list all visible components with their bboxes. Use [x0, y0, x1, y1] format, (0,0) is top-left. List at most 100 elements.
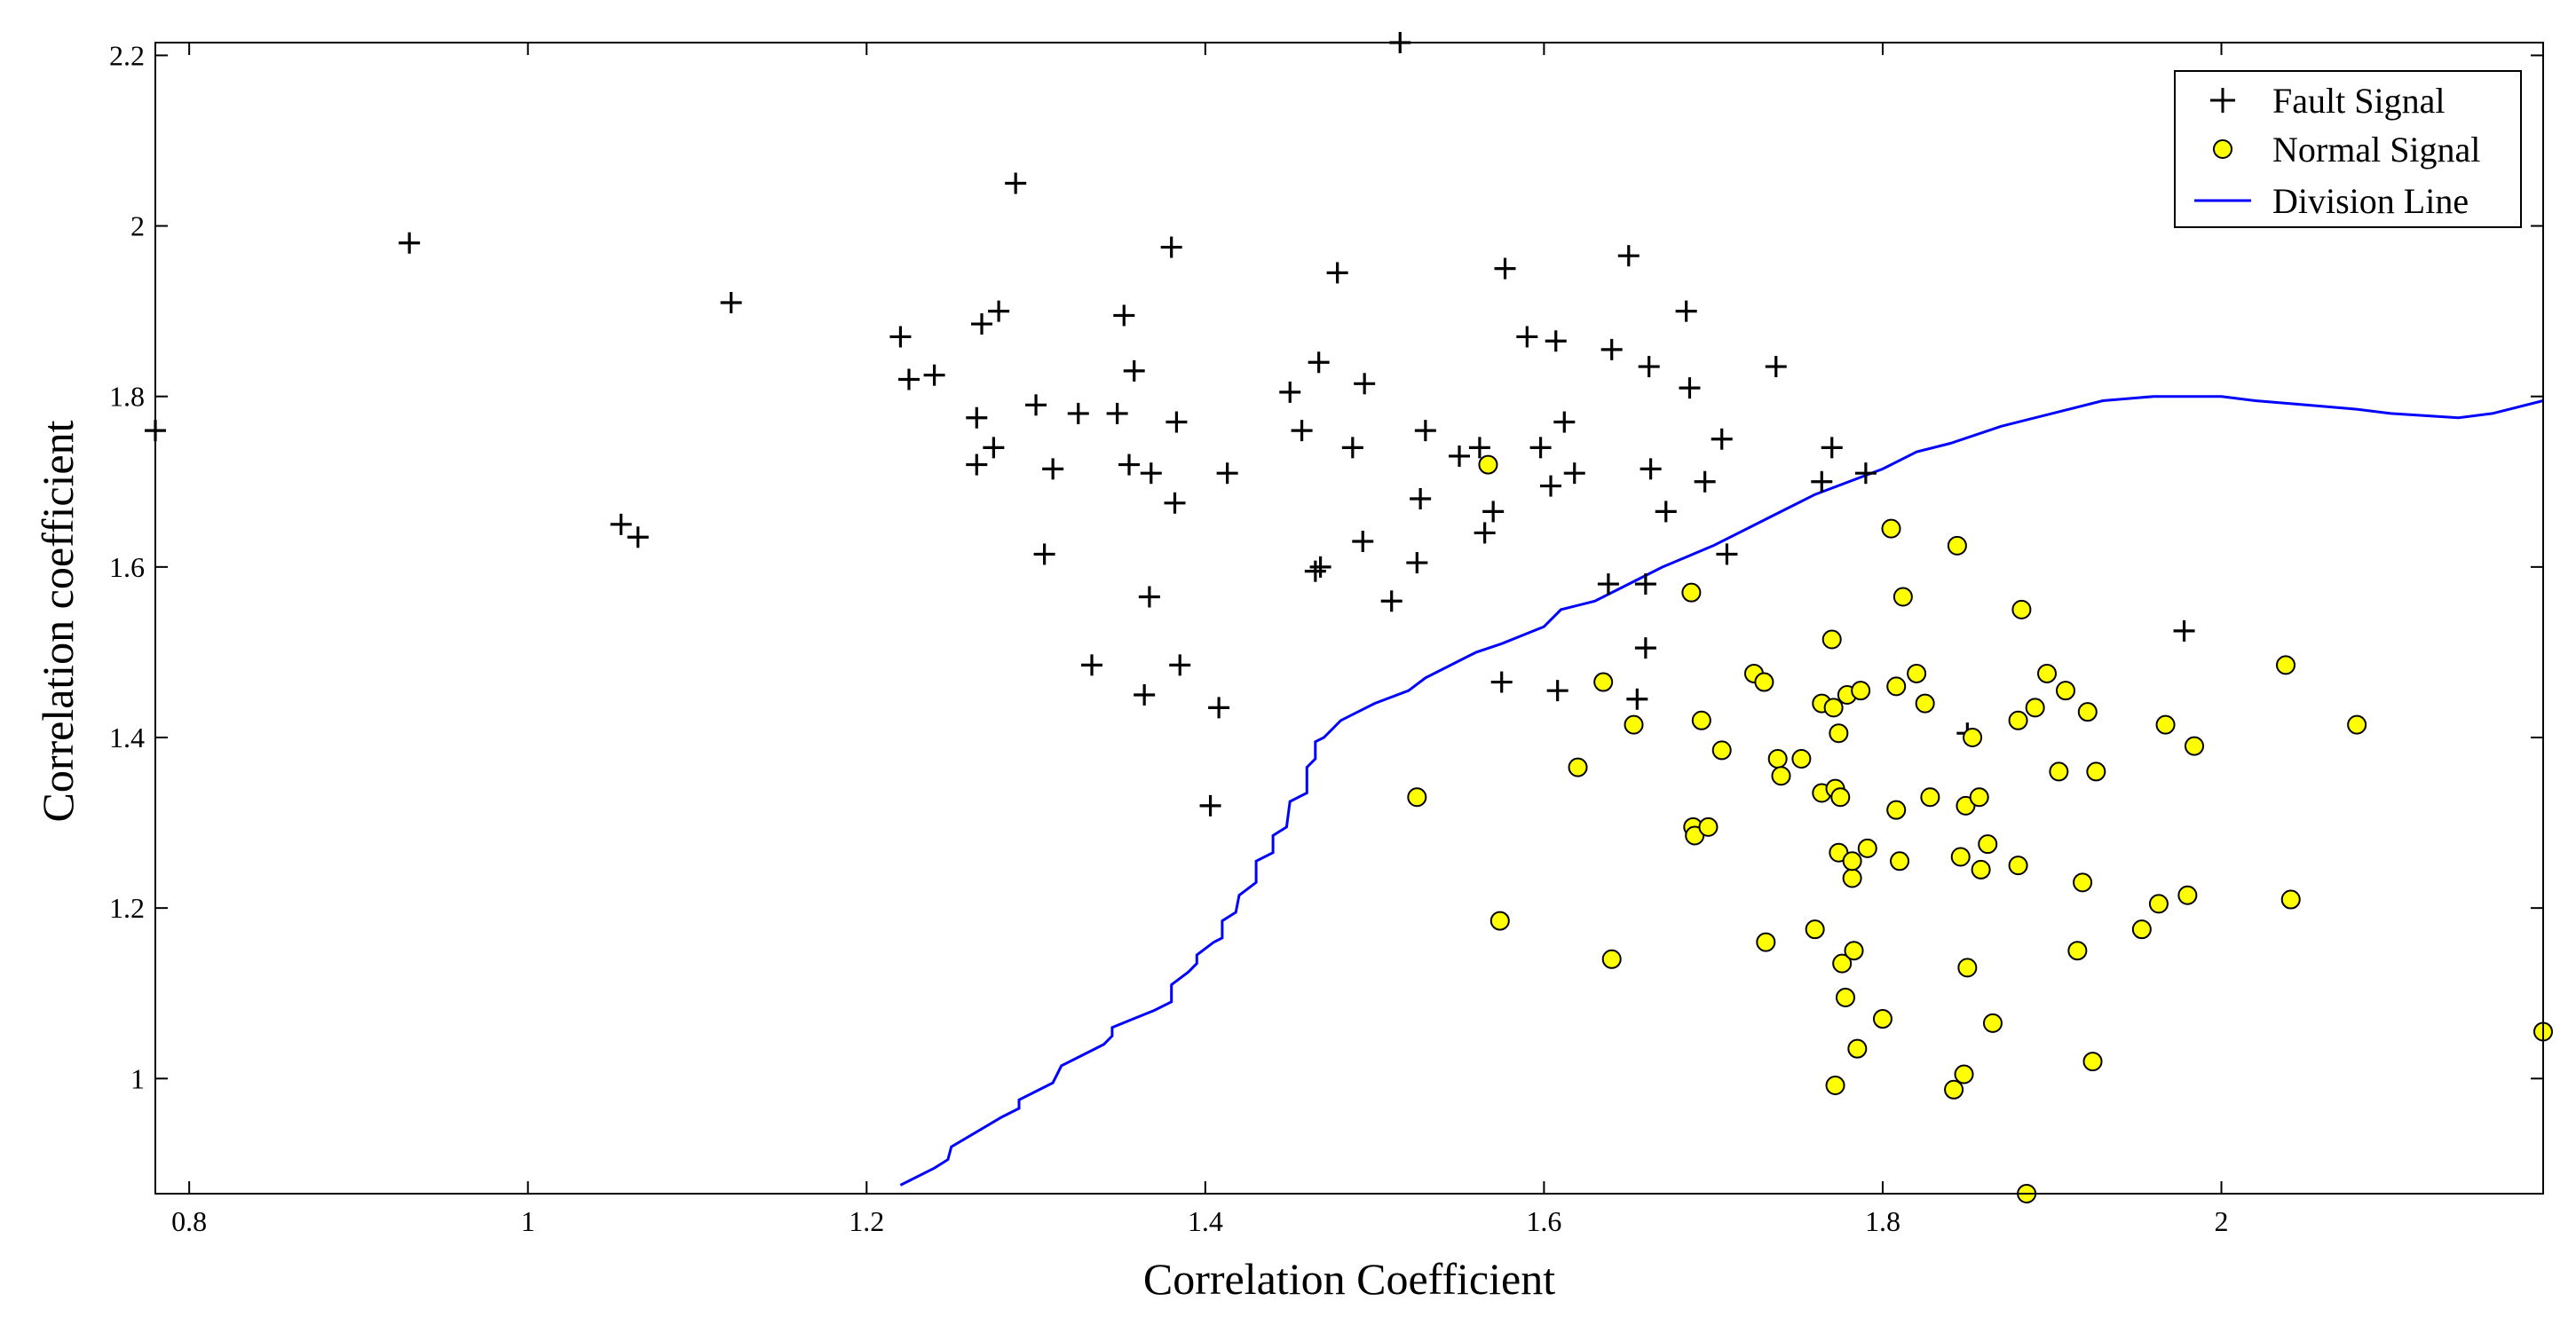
- normal-point: [2184, 736, 2204, 756]
- normal-point: [1568, 757, 1588, 777]
- fault-point: [1118, 454, 1140, 476]
- fault-point: [1600, 338, 1623, 360]
- y-axis-title: Correlation coefficient: [33, 420, 83, 822]
- normal-point: [1842, 851, 1862, 872]
- fault-point: [1326, 262, 1348, 284]
- x-axis-title: Correlation Coefficient: [1143, 1254, 1555, 1304]
- normal-point: [2155, 714, 2176, 735]
- fault-point: [1545, 330, 1567, 352]
- normal-point: [2177, 885, 2198, 905]
- normal-point: [1907, 663, 1927, 683]
- normal-point: [2077, 702, 2098, 722]
- normal-point: [1920, 787, 1940, 808]
- normal-point: [1489, 911, 1510, 931]
- normal-point: [1821, 629, 1842, 650]
- fault-point: [1617, 245, 1640, 267]
- fault-point: [988, 300, 1010, 322]
- fault-point: [1113, 304, 1135, 327]
- fault-point: [1634, 637, 1656, 659]
- axis-ticks: 0.8 1 1.2 1.4 1.6 1.8 2 1 1.2 1.4 1.6 1.8 2 2.2: [109, 39, 2543, 1237]
- normal-point: [1971, 859, 1991, 879]
- fault-point: [1199, 794, 1221, 816]
- fault-point: [1025, 394, 1047, 416]
- fault-point: [1516, 326, 1538, 348]
- legend-normal-marker: [2213, 139, 2232, 159]
- fault-point: [1490, 671, 1513, 693]
- fault-point: [1474, 522, 1496, 544]
- normal-point: [1890, 851, 1910, 872]
- series-layer: [145, 32, 2553, 1203]
- normal-point: [1825, 1075, 1845, 1095]
- normal-point: [1842, 868, 1862, 888]
- normal-point: [1835, 988, 1855, 1008]
- fault-point: [1494, 257, 1516, 280]
- normal-point: [1982, 1013, 2003, 1033]
- normal-point: [1698, 816, 1719, 837]
- normal-point: [2011, 599, 2032, 619]
- normal-point: [2276, 655, 2296, 675]
- fault-point: [1081, 654, 1103, 676]
- normal-point: [1872, 1009, 1892, 1029]
- normal-point: [2056, 681, 2075, 701]
- fault-point: [1352, 531, 1374, 553]
- fault-point: [1626, 688, 1648, 710]
- fault-point: [923, 364, 945, 386]
- fault-point: [1140, 462, 1162, 485]
- y-tick-label: 1.2: [109, 892, 145, 924]
- normal-point: [1947, 535, 1967, 556]
- fault-point: [1563, 462, 1585, 485]
- legend-label-normal: Normal Signal: [2272, 130, 2480, 170]
- y-tick-label: 1.6: [109, 551, 145, 583]
- x-tick-label: 1.6: [1526, 1205, 1561, 1237]
- normal-point: [1832, 953, 1853, 974]
- normal-point: [1957, 958, 1978, 978]
- fault-point: [1291, 420, 1313, 442]
- normal-point: [1886, 676, 1907, 697]
- fault-point: [1546, 680, 1569, 702]
- legend-label-fault: Fault Signal: [2272, 81, 2445, 121]
- legend-label-division: Division Line: [2272, 181, 2469, 221]
- fault-point: [1138, 586, 1160, 608]
- normal-point: [1978, 834, 1998, 855]
- fault-point: [399, 232, 421, 254]
- normal-point: [1711, 740, 1732, 761]
- fault-point: [1634, 573, 1656, 596]
- plot-frame: [154, 42, 2544, 1195]
- x-tick-label: 1.8: [1865, 1205, 1900, 1237]
- normal-point: [1892, 587, 1913, 607]
- normal-point: [1601, 949, 1622, 969]
- fault-point: [2173, 619, 2195, 642]
- normal-point: [1771, 766, 1791, 786]
- normal-point: [1754, 672, 1774, 692]
- normal-point: [1950, 847, 1971, 867]
- normal-point: [1830, 787, 1851, 808]
- normal-point: [2280, 889, 2301, 910]
- fault-point: [1716, 543, 1738, 565]
- fault-point: [1821, 437, 1843, 459]
- normal-point: [2347, 714, 2367, 735]
- normal-point: [1791, 749, 1812, 769]
- normal-point: [1963, 728, 1983, 748]
- fault-point: [889, 326, 912, 348]
- x-tick-label: 1: [521, 1205, 535, 1237]
- fault-point: [1765, 356, 1787, 378]
- fault-point: [1449, 445, 1471, 467]
- normal-point: [1756, 932, 1776, 952]
- fault-point: [1414, 420, 1436, 442]
- normal-point: [1915, 693, 1935, 714]
- fault-point: [1655, 501, 1677, 523]
- fault-point: [1309, 556, 1331, 578]
- fault-point: [1711, 428, 1733, 450]
- normal-point: [2073, 872, 2093, 893]
- fault-point: [1308, 351, 1330, 374]
- fault-point: [1208, 697, 1230, 719]
- fault-point: [1042, 458, 1064, 480]
- normal-point: [2082, 1052, 2103, 1072]
- fault-point: [1468, 437, 1490, 459]
- x-tick-label: 1.2: [849, 1205, 884, 1237]
- y-tick-label: 2.2: [109, 39, 145, 71]
- fault-point: [1675, 300, 1697, 322]
- fault-point: [1380, 590, 1403, 612]
- fault-point: [1540, 475, 1562, 497]
- normal-point: [1954, 1064, 1974, 1085]
